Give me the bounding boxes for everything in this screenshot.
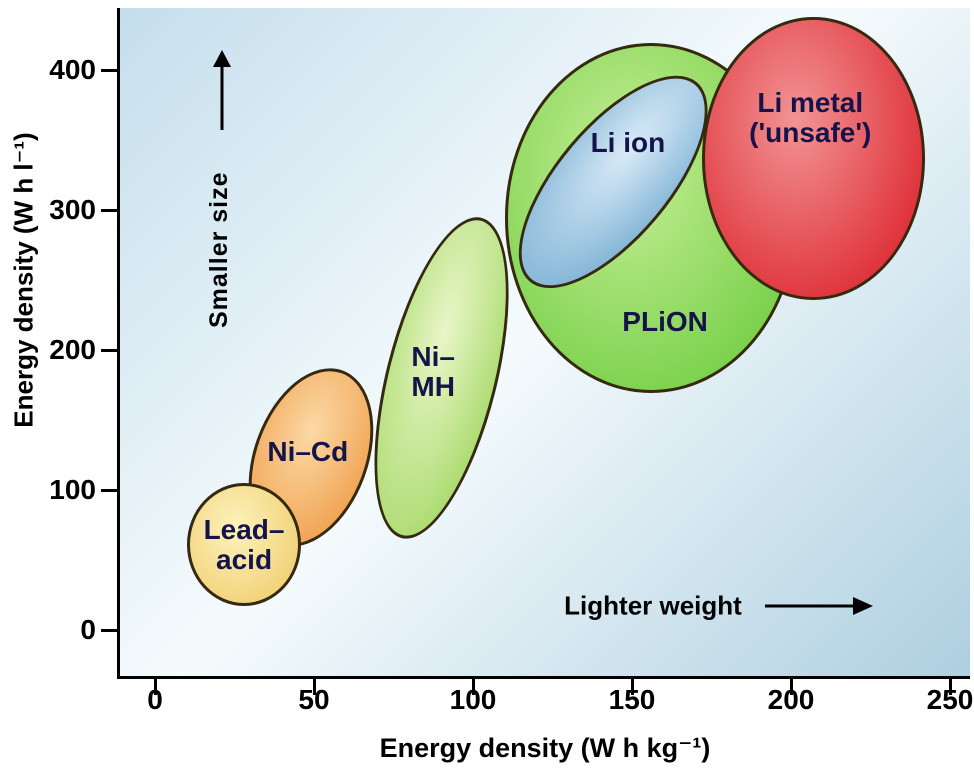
y-tick-label: 0 [80,614,96,645]
smaller-size-label: Smaller size [205,171,233,328]
x-tick-label: 50 [298,684,330,715]
x-tick-mark [153,679,157,695]
y-tick-label: 300 [49,194,96,225]
x-tick-label: 100 [449,684,497,715]
y-tick-mark [101,348,117,352]
label-ni-mh: Ni– MH [411,340,455,402]
x-tick-label: 0 [147,684,163,715]
label-li-metal: Li metal ('unsafe') [749,86,872,149]
y-tick-label: 200 [49,334,96,365]
label-li-ion: Li ion [590,126,666,158]
y-tick-mark [101,488,117,492]
right-arrow-icon [765,597,873,615]
x-axis-line [117,676,970,679]
y-tick-label: 400 [49,54,96,85]
label-ni-cd: Ni–Cd [267,435,349,467]
up-arrow-icon [213,50,231,130]
x-tick-mark [789,679,793,695]
x-tick-label: 150 [608,684,656,715]
y-tick-mark [101,628,117,632]
x-tick-mark [312,679,316,695]
label-plion: PLiON [622,306,708,338]
x-tick-mark [471,679,475,695]
y-axis-tick-labels: 0 100 200 300 400 [0,8,96,676]
label-lead-acid: Lead– acid [203,513,285,575]
y-axis-line [117,8,120,679]
x-tick-label: 200 [767,684,815,715]
lighter-weight-label: Lighter weight [564,590,742,621]
ellipse-li-metal [701,16,925,300]
ellipse-lead-acid [186,483,302,607]
y-tick-mark [101,208,117,212]
y-tick-label: 100 [49,474,96,505]
x-tick-label: 250 [926,684,974,715]
plot-area: Smaller size Lighter weight Ni–Cd Lead– a… [101,8,970,695]
x-tick-mark [630,679,634,695]
x-tick-mark [948,679,952,695]
x-axis-tick-labels: 0 50 100 150 200 250 [120,684,973,720]
x-axis-title: Energy density (W h kg⁻¹) [379,733,711,763]
y-tick-mark [101,68,117,72]
